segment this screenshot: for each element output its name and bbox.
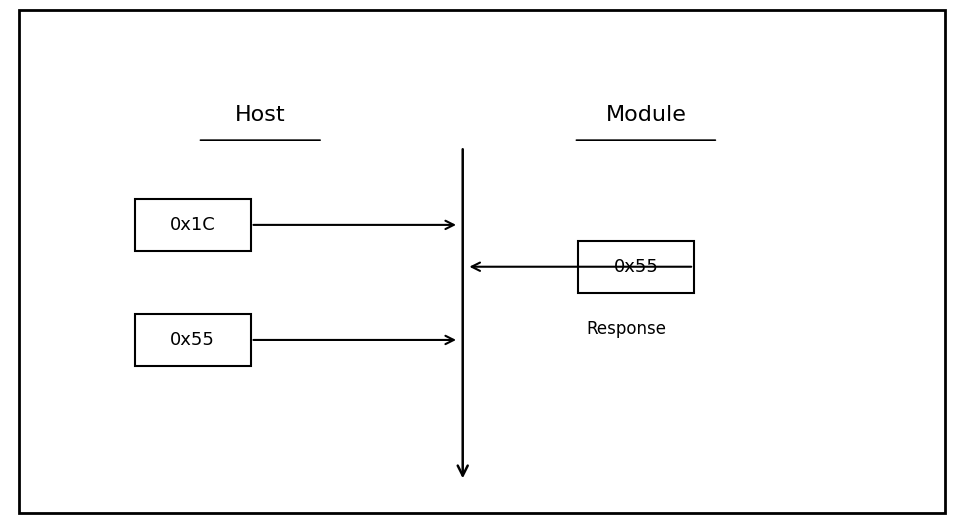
FancyBboxPatch shape — [135, 314, 251, 366]
FancyBboxPatch shape — [578, 241, 694, 293]
FancyBboxPatch shape — [135, 199, 251, 251]
Text: 0x1C: 0x1C — [170, 216, 216, 234]
Text: Response: Response — [587, 321, 666, 338]
Text: 0x55: 0x55 — [171, 331, 215, 349]
Text: Module: Module — [605, 105, 686, 125]
Text: Host: Host — [235, 105, 285, 125]
Text: 0x55: 0x55 — [614, 258, 658, 276]
